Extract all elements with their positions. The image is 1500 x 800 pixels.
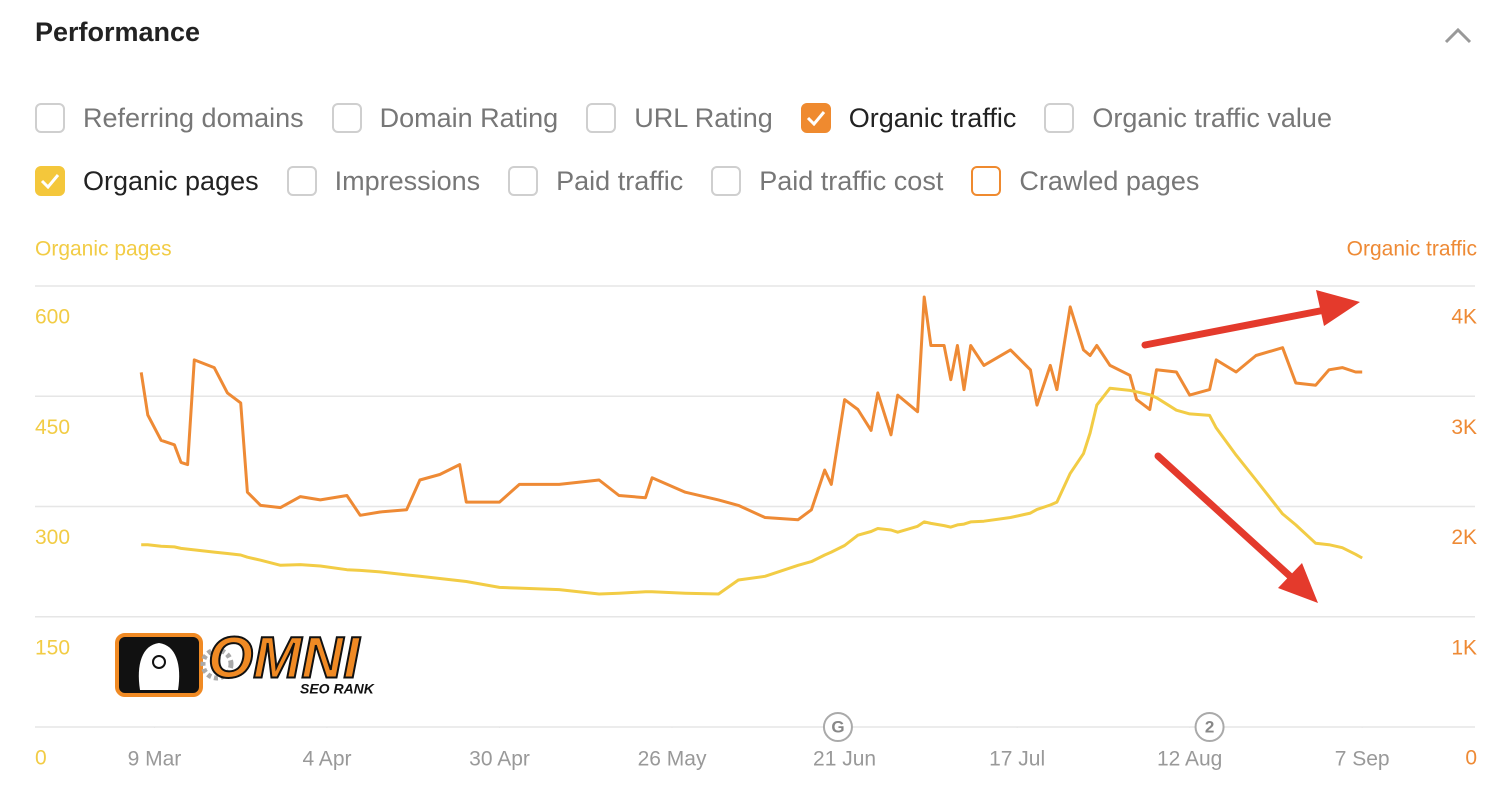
checkbox[interactable] bbox=[331, 103, 362, 133]
lines bbox=[139, 295, 1363, 596]
y2-tick-label: 3K bbox=[1451, 416, 1477, 439]
checkbox[interactable] bbox=[508, 166, 539, 196]
x-tick-label: 12 Aug bbox=[1157, 748, 1222, 771]
logo-figure bbox=[138, 643, 180, 690]
logo-subtext: SEO RANK bbox=[300, 681, 375, 697]
series-line bbox=[141, 386, 1363, 596]
metric-toggle[interactable]: Referring domains bbox=[35, 98, 304, 138]
metric-toggle[interactable]: Impressions bbox=[286, 161, 481, 201]
y2-tick-label: 0 bbox=[1465, 747, 1477, 770]
y2-tick-label: 1K bbox=[1451, 636, 1477, 659]
metric-label[interactable]: Domain Rating bbox=[379, 102, 559, 133]
arrow-up bbox=[1141, 306, 1329, 349]
metric-toggle[interactable]: Paid traffic cost bbox=[711, 161, 943, 201]
y-tick-label: 600 bbox=[35, 306, 70, 329]
x-tick-label: 9 Mar bbox=[128, 748, 182, 771]
y-tick-label: 300 bbox=[35, 526, 70, 549]
metric-toggles: Referring domains Domain Rating URL Rating… bbox=[35, 98, 1475, 201]
checkbox[interactable] bbox=[35, 103, 65, 133]
checkmark bbox=[40, 174, 60, 189]
metric-label[interactable]: Organic pages bbox=[83, 165, 259, 196]
metric-label[interactable]: Organic traffic bbox=[848, 102, 1017, 133]
y-tick-label: 450 bbox=[35, 416, 70, 439]
checkmark bbox=[806, 111, 825, 126]
metric-label[interactable]: URL Rating bbox=[634, 102, 773, 133]
y-tick-label: 150 bbox=[35, 636, 70, 659]
metric-label[interactable]: Paid traffic bbox=[556, 165, 684, 196]
metric-label[interactable]: Crawled pages bbox=[1019, 165, 1200, 196]
x-tick-label: 30 Apr bbox=[469, 748, 530, 771]
y-tick-label: 0 bbox=[35, 747, 47, 770]
x-tick-label: 17 Jul bbox=[989, 748, 1045, 771]
annotation-label: G bbox=[831, 717, 844, 736]
checkbox[interactable] bbox=[286, 166, 317, 196]
y2-axis-title: Organic traffic bbox=[1347, 238, 1477, 261]
checkbox[interactable] bbox=[711, 166, 742, 196]
series-line bbox=[139, 295, 1363, 522]
metric-label[interactable]: Paid traffic cost bbox=[759, 165, 944, 196]
metric-label[interactable]: Organic traffic value bbox=[1092, 102, 1332, 133]
x-tick-label: 26 May bbox=[638, 748, 707, 771]
y-axis-title: Organic pages bbox=[35, 238, 172, 261]
annotation-marker bbox=[1194, 712, 1225, 742]
checkbox[interactable] bbox=[800, 103, 831, 133]
arrows bbox=[1141, 290, 1360, 603]
metric-toggle[interactable]: Domain Rating bbox=[331, 98, 559, 138]
annotation-marker bbox=[822, 712, 853, 742]
y2-tick-label: 4K bbox=[1451, 306, 1477, 329]
checkbox[interactable] bbox=[971, 166, 1002, 196]
logo-gear bbox=[200, 647, 234, 681]
y2-tick-label: 2K bbox=[1451, 526, 1477, 549]
section-title: Performance bbox=[35, 17, 201, 47]
logo-text: OMNI bbox=[208, 625, 361, 690]
x-tick-label: 4 Apr bbox=[302, 748, 351, 771]
metric-label[interactable]: Referring domains bbox=[83, 102, 304, 133]
x-tick-label: 7 Sep bbox=[1335, 748, 1390, 771]
metric-toggle[interactable]: URL Rating bbox=[586, 98, 773, 138]
metric-toggle[interactable]: Organic traffic value bbox=[1044, 98, 1332, 138]
x-tick-label: 21 Jun bbox=[813, 748, 876, 771]
collapse-chevron[interactable] bbox=[1444, 27, 1472, 44]
logo: OMNI SEO RANK bbox=[115, 624, 375, 697]
logo-eye bbox=[152, 655, 166, 669]
checkbox[interactable] bbox=[586, 103, 617, 133]
arrow-head bbox=[1316, 290, 1360, 326]
metric-toggle[interactable]: Organic pages bbox=[35, 161, 259, 201]
metric-toggle[interactable]: Paid traffic bbox=[508, 161, 683, 201]
metric-label[interactable]: Impressions bbox=[334, 165, 481, 196]
annotation-label: 2 bbox=[1205, 717, 1214, 736]
metric-toggle[interactable]: Organic traffic bbox=[800, 98, 1017, 138]
metric-toggle[interactable]: Crawled pages bbox=[971, 161, 1199, 201]
checkbox[interactable] bbox=[35, 166, 65, 196]
arrow-down bbox=[1154, 452, 1296, 582]
arrow-head bbox=[1278, 563, 1318, 603]
checkbox[interactable] bbox=[1044, 103, 1075, 133]
